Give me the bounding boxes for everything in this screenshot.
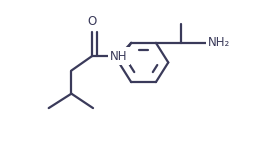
Text: O: O — [87, 15, 97, 28]
Text: NH: NH — [110, 50, 128, 63]
Text: NH₂: NH₂ — [208, 36, 230, 49]
